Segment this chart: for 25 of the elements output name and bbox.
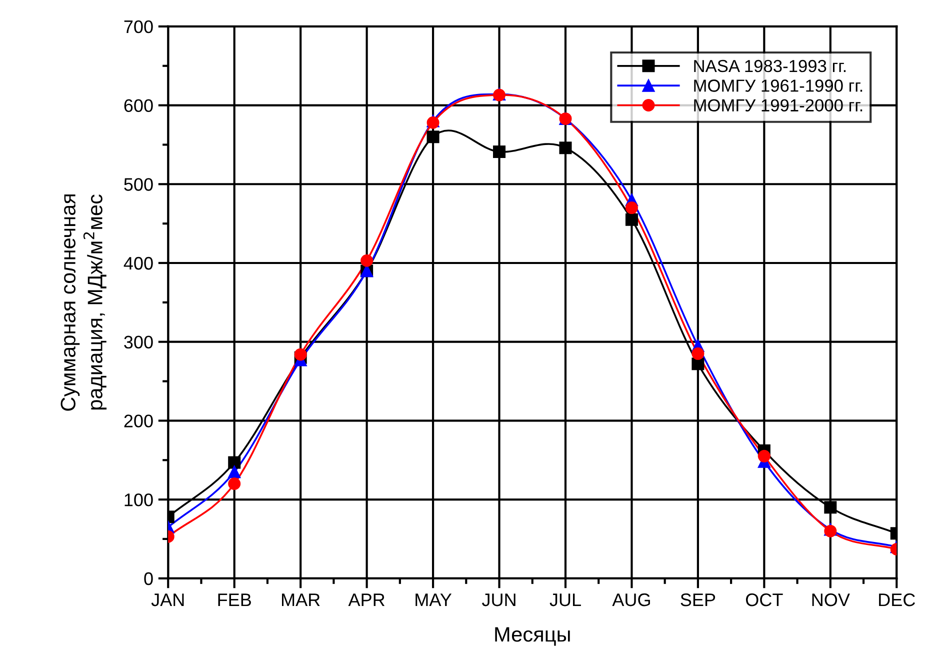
- legend-label: NASA 1983-1993 гг.: [694, 60, 846, 72]
- y-axis-title: Суммарная солнечная радиация, МДж/м$^{2}$мес: [60, 194, 107, 411]
- x-tick-label: FEB: [218, 594, 251, 606]
- x-tick-label: OCT: [746, 593, 783, 606]
- x-tick-label: DEC: [879, 593, 916, 606]
- y-tick-label: 600: [124, 99, 153, 112]
- x-tick-label: SEP: [680, 593, 716, 606]
- y-tick-label: 100: [124, 493, 153, 506]
- y-tick-label: 200: [124, 414, 153, 428]
- y-tick-label: 400: [124, 256, 153, 270]
- y-tick-label: 0: [144, 572, 153, 586]
- x-tick-label: NOV: [812, 593, 850, 606]
- legend-label: МОМГУ 1961-1990 гг.: [694, 80, 862, 92]
- x-tick-label: JUL: [550, 594, 581, 606]
- legend-label: МОМГУ 1991-2000 гг.: [694, 99, 862, 112]
- y-tick-label: 300: [124, 336, 153, 349]
- x-tick-label: JAN: [151, 594, 184, 606]
- x-tick-label: AUG: [612, 593, 650, 606]
- x-tick-label: APR: [348, 594, 385, 606]
- x-tick-label: MAR: [282, 594, 320, 606]
- x-tick-label: MAY: [416, 594, 452, 606]
- y-tick-label: 700: [124, 20, 153, 34]
- y-tick-label: 500: [124, 178, 153, 191]
- x-axis-title: Месяцы: [495, 627, 570, 646]
- x-tick-label: JUN: [482, 594, 516, 606]
